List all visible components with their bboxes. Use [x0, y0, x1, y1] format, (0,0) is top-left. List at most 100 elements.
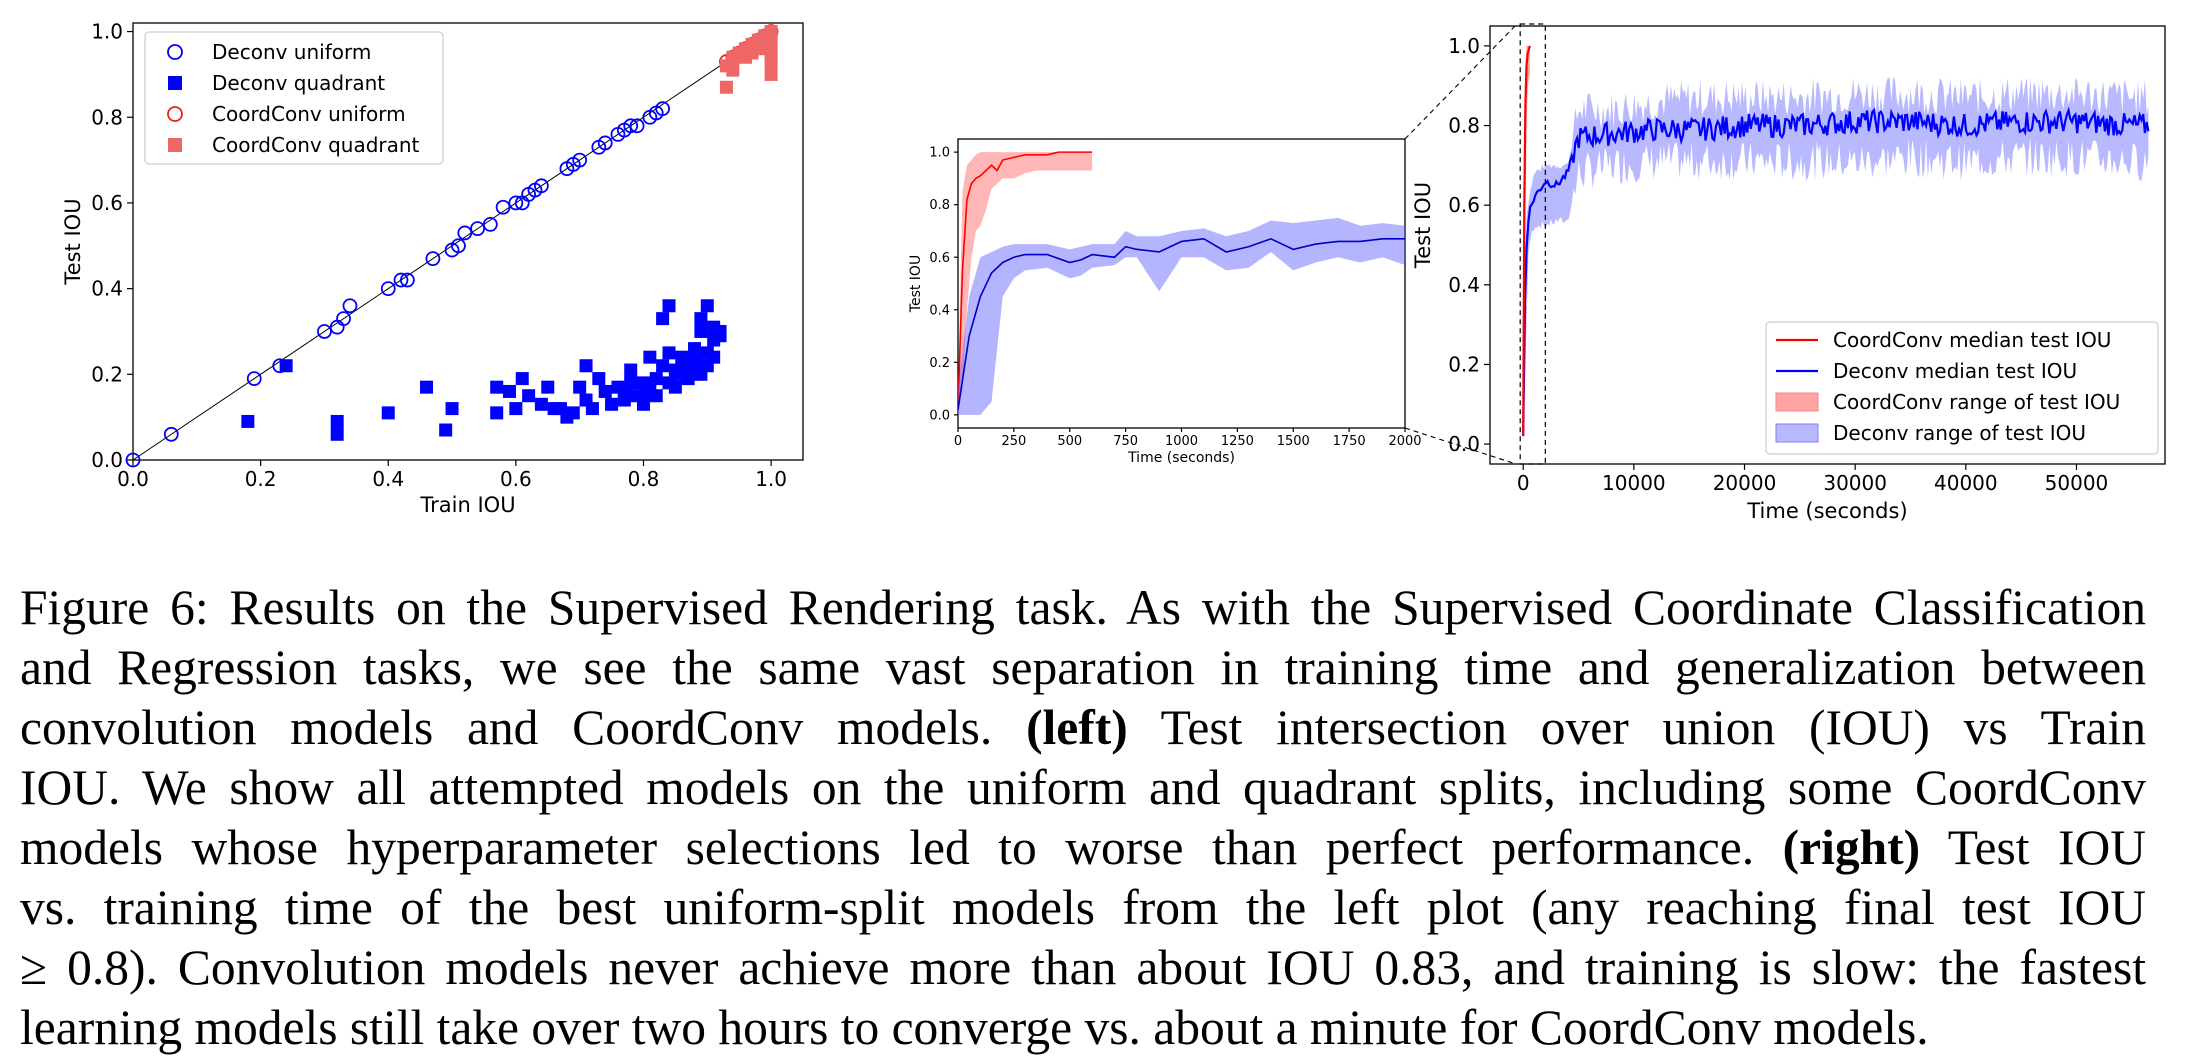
x-tick-label: 0.2	[245, 467, 277, 491]
deconv-uniform-point	[572, 152, 588, 168]
deconv-quadrant-point	[509, 402, 523, 416]
deconv-uniform-point	[655, 101, 671, 117]
legend-label: CoordConv range of test IOU	[1833, 390, 2120, 414]
deconv-quadrant-point	[330, 427, 344, 441]
deconv-quadrant-point	[439, 423, 453, 437]
deconv-quadrant-point	[534, 397, 548, 411]
coordconv-median-line	[1522, 45, 1531, 437]
x-axis-label: Time (seconds)	[1127, 450, 1235, 466]
deconv-quadrant-point	[605, 397, 619, 411]
coordconv-median-line	[958, 151, 1093, 410]
deconv-quadrant-point	[490, 406, 504, 420]
deconv-uniform-point	[597, 135, 613, 151]
caption-text: models whose hyperparameter selections l…	[20, 820, 1783, 875]
zoom-connector-bottom	[1404, 427, 1517, 465]
caption-text: convolution models and CoordConv models.	[20, 700, 1027, 755]
deconv-quadrant-point	[713, 329, 727, 343]
legend-label: CoordConv quadrant	[212, 133, 420, 157]
coordconv-range-band	[958, 152, 1093, 415]
y-tick-label: 0.8	[929, 198, 950, 213]
x-tick-label: 1250	[1221, 434, 1254, 449]
caption-line: models whose hyperparameter selections l…	[20, 818, 2146, 878]
deconv-uniform-point	[342, 298, 358, 314]
legend-label: Deconv uniform	[212, 40, 371, 64]
deconv-quadrant-point	[579, 359, 593, 373]
deconv-uniform-point	[317, 324, 332, 339]
x-tick-label: 20000	[1713, 471, 1777, 495]
deconv-uniform-point	[246, 371, 262, 386]
legend-box	[144, 31, 444, 165]
caption-line: ≥ 0.8). Convolution models never achieve…	[20, 938, 2146, 998]
deconv-quadrant-point	[656, 312, 670, 326]
legend-box	[1765, 321, 2159, 455]
x-tick-label: 0	[1517, 471, 1530, 495]
y-tick-label: 0.0	[1448, 432, 1480, 456]
plot-area	[1522, 45, 2150, 445]
x-tick-label: 0.4	[372, 467, 404, 491]
figure-6: 0.0 0.2 0.4 0.6 0.8 1.0 0.0 0.2 0.4 0.6 0.8 1.0 Trai…	[61, 20, 2166, 523]
caption-text: IOU. We show all attempted models on the…	[20, 760, 2146, 815]
coordconv-quadrant-point	[764, 25, 778, 39]
legend-band-swatch	[1775, 392, 1819, 412]
full-time-chart: 0 10000 20000 30000 40000 50000 0.0 0.2 0.4 0.6 0.…	[1411, 23, 2166, 523]
legend-band-swatch	[1775, 423, 1819, 443]
deconv-uniform-point	[380, 281, 396, 297]
deconv-uniform-point	[163, 426, 179, 442]
caption-text: vs. training time of the best uniform-sp…	[20, 880, 2146, 935]
y-tick-label: 0.8	[1448, 114, 1480, 138]
deconv-quadrant-point	[617, 393, 631, 407]
x-tick-label: 1750	[1333, 434, 1366, 449]
x-tick-label: 30000	[1823, 471, 1887, 495]
deconv-quadrant-point	[656, 359, 670, 373]
y-tick-label: 0.2	[1448, 352, 1480, 376]
y-axis-label: Test IOU	[908, 255, 924, 313]
x-tick-label: 1.0	[755, 467, 787, 491]
deconv-quadrant-point	[636, 397, 650, 411]
y-tick-label: 0.6	[929, 251, 950, 266]
x-tick-label: 50000	[2045, 471, 2109, 495]
legend-marker	[167, 44, 183, 60]
zoom-connector-lines	[1404, 24, 1517, 465]
y-tick-label: 0.4	[91, 277, 123, 301]
y-tick-label: 1.0	[1448, 34, 1480, 58]
x-tick-label: 10000	[1602, 471, 1666, 495]
iou-scatter-chart: 0.0 0.2 0.4 0.6 0.8 1.0 0.0 0.2 0.4 0.6 0.8 1.0 Trai…	[61, 20, 804, 517]
deconv-quadrant-point	[662, 346, 676, 360]
deconv-quadrant-point	[643, 350, 657, 364]
x-tick-label: 1000	[1165, 434, 1198, 449]
deconv-uniform-point	[495, 199, 511, 215]
deconv-uniform-point	[470, 221, 485, 237]
deconv-quadrant-point	[445, 402, 459, 416]
y-tick-label: 0.4	[1448, 273, 1480, 297]
x-tick-label: 40000	[1934, 471, 1998, 495]
deconv-quadrant-point	[522, 389, 536, 403]
deconv-quadrant-point	[688, 342, 702, 356]
zoom-region-box	[1519, 23, 1546, 465]
caption-bold-label: (left)	[1026, 700, 1128, 755]
deconv-median-line	[1522, 106, 2150, 436]
y-tick-label: 0.0	[929, 408, 950, 423]
x-tick-label: 0	[954, 434, 962, 449]
plot-frame	[1489, 25, 2166, 465]
deconv-quadrant-point	[694, 312, 708, 326]
coordconv-quadrant-point	[726, 63, 740, 77]
deconv-uniform-point	[425, 251, 441, 267]
legend-marker	[168, 76, 182, 90]
deconv-quadrant-point	[707, 350, 721, 364]
y-tick-label: 0.2	[91, 362, 123, 386]
deconv-quadrant-point	[649, 372, 663, 386]
deconv-uniform-point	[457, 225, 473, 241]
deconv-uniform-point	[393, 272, 409, 288]
plot-frame	[957, 138, 1406, 429]
x-tick-label: 750	[1113, 434, 1138, 449]
deconv-uniform-point	[399, 272, 415, 288]
figure-caption: Figure 6: Results on the Supervised Rend…	[20, 578, 2146, 1058]
deconv-quadrant-point	[279, 359, 293, 373]
y-tick-label: 0.6	[1448, 193, 1480, 217]
y-tick-label: 1.0	[91, 20, 123, 44]
x-tick-label: 250	[1001, 434, 1026, 449]
deconv-uniform-point	[125, 452, 141, 468]
deconv-quadrant-point	[573, 380, 587, 394]
deconv-uniform-point	[451, 238, 466, 254]
coordconv-quadrant-point	[719, 80, 733, 94]
